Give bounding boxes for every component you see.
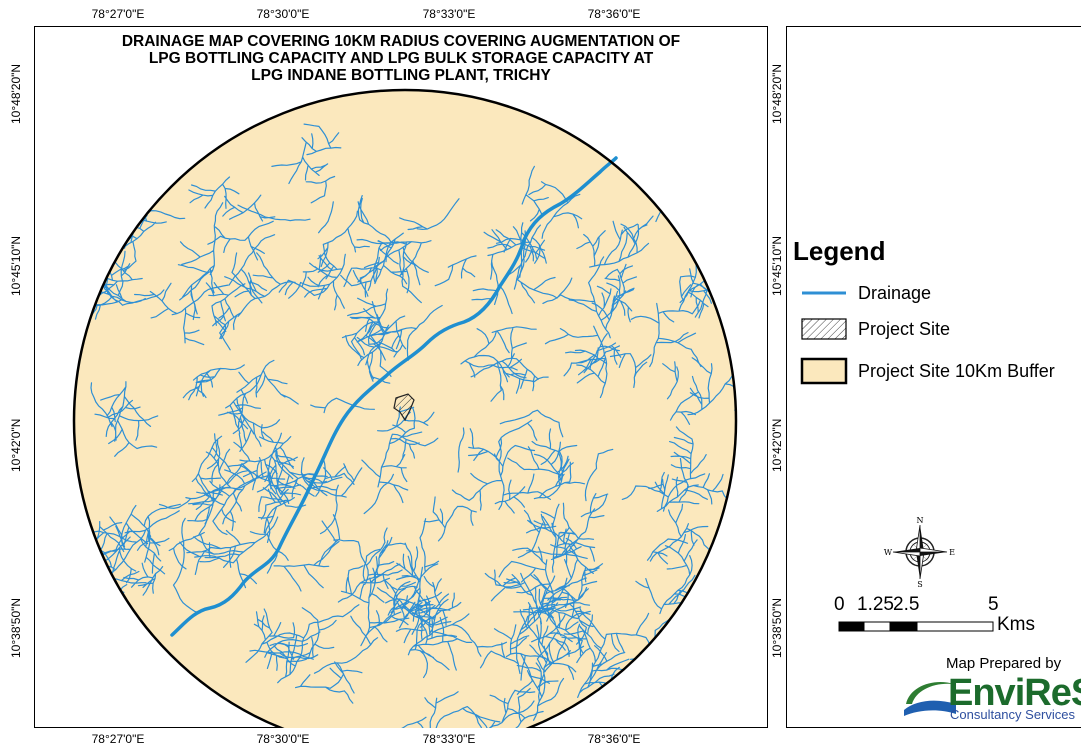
- legend-label-project-site: Project Site: [858, 318, 951, 339]
- legend-item-buffer: Project Site 10Km Buffer: [800, 356, 1055, 386]
- project-site-polygon: [393, 393, 415, 422]
- north-arrow-icon: N S E W: [884, 516, 955, 588]
- legend-label-buffer: Project Site 10Km Buffer: [858, 360, 1055, 381]
- prepared-by-text: Map Prepared by: [946, 655, 1062, 672]
- lon-label-bottom-4: 78°36'0"E: [587, 732, 641, 746]
- north-label: N: [917, 516, 924, 525]
- map-title: DRAINAGE MAP COVERING 10KM RADIUS COVERI…: [40, 33, 762, 84]
- lon-label-bottom-2: 78°30'0"E: [256, 732, 310, 746]
- title-line-2: LPG BOTTLING CAPACITY AND LPG BULK STORA…: [148, 50, 654, 67]
- main-river: [170, 156, 618, 637]
- south-label: S: [917, 580, 922, 588]
- scale-label-2: 2.5: [893, 594, 920, 615]
- scale-label-3: 5: [988, 594, 999, 615]
- envires-logo-icon: [904, 682, 956, 716]
- east-label: E: [949, 548, 955, 557]
- legend-item-project-site: Project Site: [800, 314, 950, 344]
- drainage-streams: [74, 123, 736, 728]
- logo-subtitle: Consultancy Services: [950, 707, 1075, 722]
- lat-label-right-2: 10°45'10"N: [770, 235, 784, 296]
- scale-unit: Kms: [997, 614, 1035, 635]
- title-line-3: LPG INDANE BOTTLING PLANT, TRICHY: [251, 67, 551, 84]
- lon-label-top-2: 78°30'0"E: [256, 7, 310, 21]
- map-canvas[interactable]: [34, 26, 768, 728]
- lon-label-bottom-3: 78°33'0"E: [422, 732, 476, 746]
- lon-label-bottom-1: 78°27'0"E: [91, 732, 145, 746]
- logo-text: EnviReS: [948, 672, 1081, 714]
- lon-label-top-1: 78°27'0"E: [91, 7, 145, 21]
- drainage-line-symbol: [800, 281, 848, 305]
- lon-label-top-3: 78°33'0"E: [422, 7, 476, 21]
- lat-label-left-3: 10°42'0"N: [9, 418, 23, 472]
- lat-label-right-4: 10°38'50"N: [770, 597, 784, 658]
- buffer-polygon-symbol: [800, 357, 848, 385]
- legend-label-drainage: Drainage: [858, 282, 932, 303]
- drainage-network: [74, 123, 736, 728]
- lon-label-top-4: 78°36'0"E: [587, 7, 641, 21]
- lat-label-right-1: 10°48'20"N: [770, 63, 784, 124]
- title-line-1: DRAINAGE MAP COVERING 10KM RADIUS COVERI…: [121, 33, 681, 50]
- legend-item-drainage: Drainage: [800, 278, 931, 308]
- west-label: W: [884, 548, 893, 557]
- legend-title: Legend: [793, 236, 886, 266]
- lat-label-left-2: 10°45'10"N: [9, 235, 23, 296]
- scale-bar: [838, 621, 994, 632]
- scale-label-1: 1.25: [857, 594, 894, 615]
- hatched-polygon-symbol: [800, 317, 848, 341]
- scale-label-0: 0: [834, 594, 845, 615]
- buffer-boundary: [72, 88, 738, 728]
- lat-label-right-3: 10°42'0"N: [770, 418, 784, 472]
- lat-label-left-1: 10°48'20"N: [9, 63, 23, 124]
- lat-label-left-4: 10°38'50"N: [9, 597, 23, 658]
